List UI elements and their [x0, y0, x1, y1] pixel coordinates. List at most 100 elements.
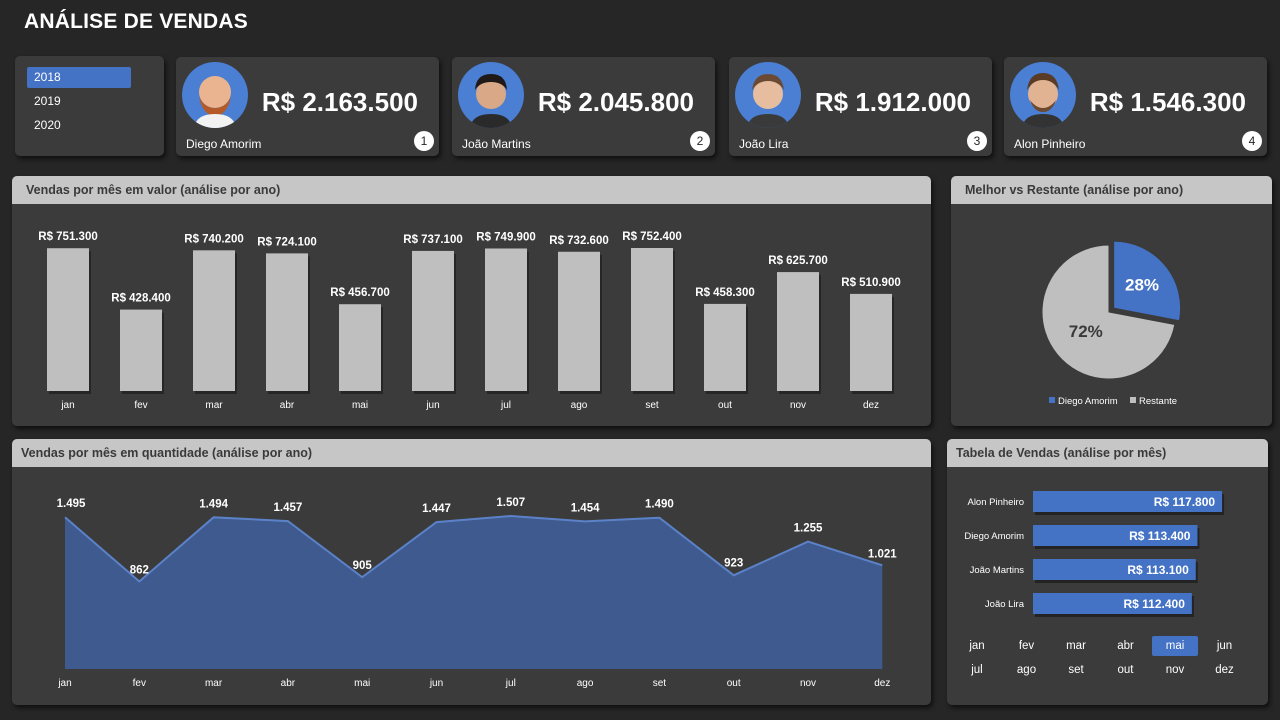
pie-slice-restante[interactable]	[1041, 244, 1176, 380]
bar-data-label: R$ 510.900	[841, 277, 900, 289]
month-item-out[interactable]: out	[1117, 664, 1134, 676]
x-tick-label: fev	[133, 678, 146, 689]
bar-data-label: R$ 724.100	[257, 236, 316, 248]
avatar	[735, 62, 801, 128]
rank-badge: 4	[1242, 131, 1262, 151]
seller-name: João Martins	[462, 137, 531, 151]
panel-title: Vendas por mês em valor (análise por ano…	[12, 176, 931, 204]
month-item-jan[interactable]: jan	[969, 640, 985, 652]
bar-out[interactable]	[704, 303, 746, 391]
hbar-3[interactable]	[1033, 593, 1192, 614]
hbar-1[interactable]	[1033, 525, 1198, 546]
hbar-category-label: João Martins	[970, 565, 1025, 576]
month-item-mar[interactable]: mar	[1066, 640, 1086, 652]
x-tick-label: jun	[425, 400, 439, 411]
month-item-dez[interactable]: dez	[1215, 664, 1234, 676]
bar-jun[interactable]	[412, 250, 454, 391]
x-tick-label: set	[653, 678, 667, 689]
bar-jul[interactable]	[485, 248, 527, 391]
area-data-label: 1.255	[794, 523, 823, 535]
month-item-set[interactable]: set	[1068, 664, 1084, 676]
area-data-label: 1.021	[868, 548, 897, 560]
area-data-label: 1.494	[199, 498, 228, 510]
area-data-label: 1.454	[571, 502, 600, 514]
bar-abr[interactable]	[266, 253, 308, 391]
bar-data-label: R$ 751.300	[38, 231, 97, 243]
hbar-value-label: R$ 113.100	[1127, 563, 1189, 577]
legend-label-rest: Restante	[1139, 396, 1177, 407]
month-item-jun[interactable]: jun	[1216, 640, 1233, 652]
bar-ago[interactable]	[558, 251, 600, 391]
bar-set[interactable]	[631, 248, 673, 391]
hbar-value-label: R$ 112.400	[1123, 597, 1185, 611]
area-fill	[65, 516, 883, 669]
rank-badge: 1	[414, 131, 434, 151]
x-tick-label: mar	[205, 400, 223, 411]
bar-data-label: R$ 749.900	[476, 231, 535, 243]
best-vs-rest-pie-chart: 28% 72% Diego Amorim Restante	[1041, 240, 1182, 407]
bar-jan[interactable]	[47, 248, 89, 391]
bar-nov[interactable]	[777, 272, 819, 391]
pie-slice-diego-amorim[interactable]	[1113, 240, 1182, 322]
seller-card-3: R$ 1.912.000 João Lira 3	[729, 57, 992, 156]
seller-name: Alon Pinheiro	[1014, 137, 1086, 151]
x-tick-label: ago	[577, 678, 594, 689]
bar-data-label: R$ 732.600	[549, 235, 608, 247]
seller-name: Diego Amorim	[186, 137, 262, 151]
month-item-nov[interactable]: nov	[1165, 664, 1185, 676]
seller-amount: R$ 2.045.800	[537, 87, 694, 117]
year-item-2018[interactable]: 2018	[27, 67, 131, 88]
panel-title: Vendas por mês em quantidade (análise po…	[12, 439, 931, 467]
avatar	[458, 62, 524, 128]
area-line	[64, 514, 883, 583]
seller-amount: R$ 1.912.000	[814, 87, 971, 117]
page-title: ANÁLISE DE VENDAS	[24, 10, 248, 33]
bar-mar[interactable]	[193, 250, 235, 391]
x-tick-label: dez	[874, 678, 890, 689]
panel-title: Tabela de Vendas (análise por mês)	[947, 439, 1268, 467]
x-tick-label: nov	[800, 678, 816, 689]
x-tick-label: jun	[429, 678, 443, 689]
x-tick-label: nov	[790, 400, 806, 411]
bar-data-label: R$ 456.700	[330, 287, 389, 299]
year-item-2020[interactable]: 2020	[34, 118, 61, 132]
year-item-2019[interactable]: 2019	[34, 94, 61, 108]
month-item-abr[interactable]: abr	[1117, 640, 1134, 652]
hbar-2[interactable]	[1033, 559, 1196, 580]
bar-dez[interactable]	[850, 293, 892, 391]
bar-mai[interactable]	[339, 304, 381, 391]
seller-card-4: R$ 1.546.300 Alon Pinheiro 4	[1004, 57, 1267, 156]
bar-fev[interactable]	[120, 309, 162, 391]
area-data-label: 923	[724, 557, 743, 569]
month-item-fev[interactable]: fev	[1018, 640, 1035, 652]
month-item-ago[interactable]: ago	[1016, 664, 1037, 676]
hbar-category-label: Alon Pinheiro	[967, 497, 1024, 508]
year-slicer: 2018 2019 2020	[15, 56, 164, 156]
hbar-category-label: Diego Amorim	[964, 531, 1024, 542]
hbar-0[interactable]	[1033, 491, 1223, 512]
x-tick-label: abr	[281, 678, 296, 689]
area-data-label: 1.447	[422, 503, 451, 515]
seller-card-1: R$ 2.163.500 Diego Amorim 1	[176, 57, 439, 156]
area-data-label: 905	[353, 560, 373, 572]
area-data-label: 1.495	[57, 498, 86, 510]
bar-data-label: R$ 752.400	[622, 231, 681, 243]
bar-chart-panel: Vendas por mês em valor (análise por ano…	[12, 176, 931, 426]
pie-chart-panel: Melhor vs Restante (análise por ano) 28%…	[951, 176, 1272, 426]
rank-badge: 2	[690, 131, 710, 151]
area-data-label: 1.490	[645, 499, 674, 511]
x-tick-label: mai	[352, 400, 368, 411]
seller-name: João Lira	[739, 137, 789, 151]
seller-amount: R$ 2.163.500	[261, 87, 418, 117]
area-chart-panel: Vendas por mês em quantidade (análise po…	[12, 439, 931, 705]
month-item-mai[interactable]: mai	[1152, 636, 1198, 656]
legend-label-best: Diego Amorim	[1058, 396, 1118, 407]
x-tick-label: jan	[60, 400, 74, 411]
x-tick-label: jul	[500, 400, 511, 411]
bar-data-label: R$ 458.300	[695, 287, 754, 299]
pie-label-rest: 72%	[1069, 322, 1103, 341]
avatar	[1010, 62, 1076, 128]
month-item-jul[interactable]: jul	[971, 664, 983, 676]
hbar-value-label: R$ 113.400	[1129, 529, 1191, 543]
x-tick-label: set	[645, 400, 659, 411]
